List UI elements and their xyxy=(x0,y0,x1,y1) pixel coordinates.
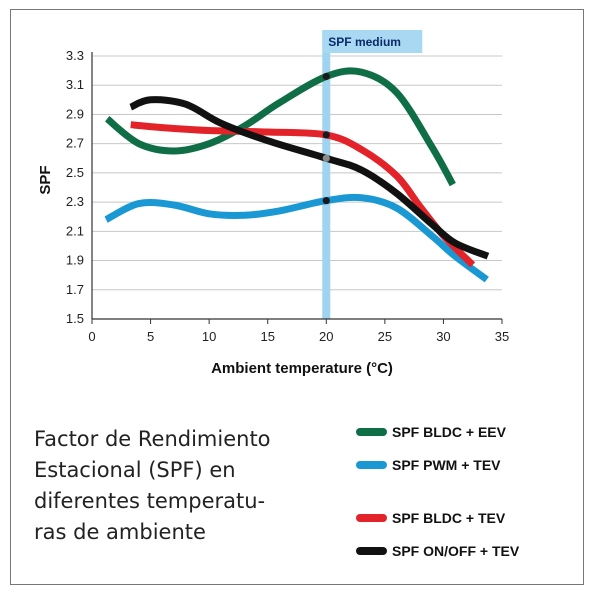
spf-medium-annotation: SPF medium xyxy=(322,30,423,319)
spf-chart: SPF medium 1.5 1.7 1.9 2.1 2.3 2.5 2.7 2.9 3.1 3.… xyxy=(37,30,509,377)
series-marker xyxy=(322,197,330,205)
series-marker xyxy=(322,154,330,162)
x-tick-label: 10 xyxy=(202,329,216,344)
x-tick-label: 0 xyxy=(88,329,95,344)
x-tick-label: 20 xyxy=(319,329,333,344)
figure-frame xyxy=(10,9,584,585)
series-markers xyxy=(322,72,330,205)
series-lines xyxy=(104,67,490,283)
spf-medium-label-box xyxy=(322,30,423,53)
figure-caption: Factor de Rendimiento Estacional (SPF) e… xyxy=(34,424,334,548)
y-axis-label: SPF xyxy=(37,165,54,194)
series-line-0 xyxy=(104,67,456,187)
y-tick-label: 3.1 xyxy=(66,77,84,92)
series-marker xyxy=(322,131,330,139)
series-marker xyxy=(322,72,330,81)
y-tick-label: 2.5 xyxy=(66,165,84,180)
x-axis-label: Ambient temperature (°C) xyxy=(211,360,393,377)
y-tick-label: 1.5 xyxy=(66,311,84,326)
caption-line: Estacional (SPF) en xyxy=(34,458,236,482)
spf-medium-label: SPF medium xyxy=(328,35,401,49)
y-tick-label: 2.7 xyxy=(66,136,84,151)
y-tick-label: 2.9 xyxy=(66,106,84,121)
x-tick-label: 35 xyxy=(495,329,509,344)
caption-line: diferentes temperatu- xyxy=(34,489,266,513)
caption-line: ras de ambiente xyxy=(34,520,206,544)
y-tick-label: 1.9 xyxy=(66,253,84,268)
y-tick-label: 1.7 xyxy=(66,282,84,297)
series-line-1 xyxy=(104,193,489,283)
series-line-2 xyxy=(130,121,476,268)
x-tick-label: 25 xyxy=(378,329,392,344)
spf-medium-band xyxy=(322,30,331,319)
y-tick-label: 3.3 xyxy=(66,48,84,63)
x-tick-label: 5 xyxy=(147,329,154,344)
y-tick-label: 2.3 xyxy=(66,194,84,209)
x-tick-label: 15 xyxy=(260,329,274,344)
caption-line: Factor de Rendimiento xyxy=(34,427,271,451)
y-tick-label: 2.1 xyxy=(66,223,84,238)
series-line-3 xyxy=(129,96,490,260)
axes: 1.5 1.7 1.9 2.1 2.3 2.5 2.7 2.9 3.1 3.3 0 5 10 15 20 25… xyxy=(66,48,509,344)
x-tick-label: 30 xyxy=(436,329,450,344)
